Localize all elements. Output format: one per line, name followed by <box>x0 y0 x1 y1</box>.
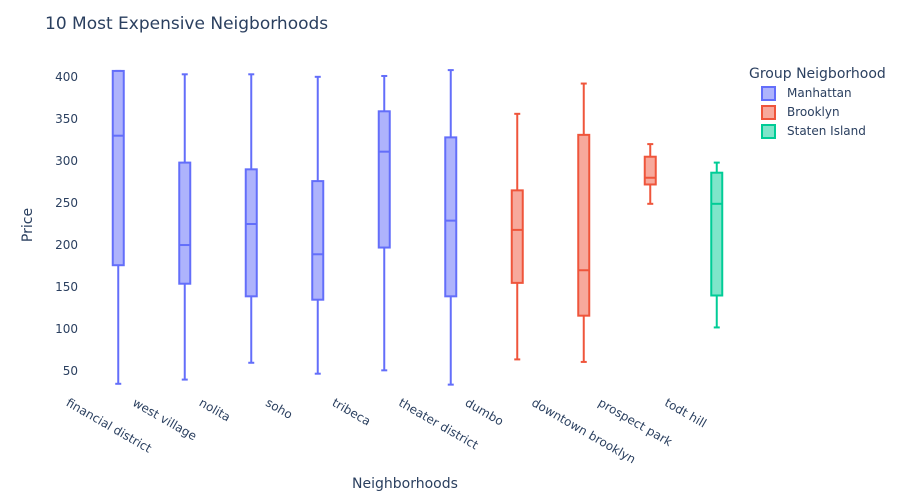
box-prospect-park[interactable] <box>643 143 657 205</box>
y-tick-label: 250 <box>55 196 78 210</box>
legend-swatch <box>761 86 776 101</box>
legend-swatch <box>761 105 776 120</box>
x-axis-title: Neighborhoods <box>352 476 458 492</box>
iqr-box <box>510 189 524 284</box>
legend-swatch <box>761 124 776 139</box>
y-tick-label: 350 <box>55 112 78 126</box>
legend[interactable]: Group Neigborhood Manhattan Brooklyn State… <box>749 66 886 139</box>
iqr-box <box>244 168 258 298</box>
iqr-box <box>710 171 724 297</box>
x-tick-label: soho <box>263 395 295 421</box>
x-tick-label: dumbo <box>463 395 506 428</box>
legend-label: Brooklyn <box>787 105 840 119</box>
y-tick-label: 150 <box>55 280 78 294</box>
box-todt-hill[interactable] <box>710 161 724 329</box>
box-soho[interactable] <box>311 75 325 375</box>
box-downtown-brooklyn[interactable] <box>577 82 591 363</box>
legend-label: Manhattan <box>787 86 852 100</box>
x-tick-label: nolita <box>197 395 233 424</box>
y-axis-title: Price <box>20 208 36 242</box>
iqr-box <box>311 180 325 301</box>
box-nolita[interactable] <box>244 73 258 364</box>
iqr-box <box>444 136 458 298</box>
iqr-box <box>643 155 657 186</box>
y-axis: 50 100 150 200 250 300 350 400 <box>55 70 78 378</box>
legend-item-manhattan[interactable]: Manhattan <box>761 86 852 101</box>
y-tick-label: 50 <box>63 364 78 378</box>
iqr-box <box>577 133 591 317</box>
iqr-box <box>178 161 192 285</box>
plot-area <box>111 69 724 386</box>
box-west-village[interactable] <box>178 73 192 381</box>
y-tick-label: 300 <box>55 154 78 168</box>
box-dumbo[interactable] <box>510 112 524 361</box>
x-tick-label: tribeca <box>330 395 373 428</box>
y-tick-label: 200 <box>55 238 78 252</box>
y-tick-label: 400 <box>55 70 78 84</box>
y-tick-label: 100 <box>55 322 78 336</box>
legend-label: Staten Island <box>787 124 866 138</box>
box-tribeca[interactable] <box>377 74 391 372</box>
iqr-box <box>111 69 125 267</box>
legend-item-staten-island[interactable]: Staten Island <box>761 124 866 139</box>
legend-item-brooklyn[interactable]: Brooklyn <box>761 105 840 120</box>
x-tick-label: todt hill <box>662 395 709 430</box>
box-financial-district[interactable] <box>111 69 125 385</box>
box-theater-district[interactable] <box>444 69 458 386</box>
legend-title: Group Neigborhood <box>749 66 886 82</box>
chart-title: 10 Most Expensive Neigborhoods <box>45 14 328 34</box>
iqr-box <box>377 110 391 249</box>
